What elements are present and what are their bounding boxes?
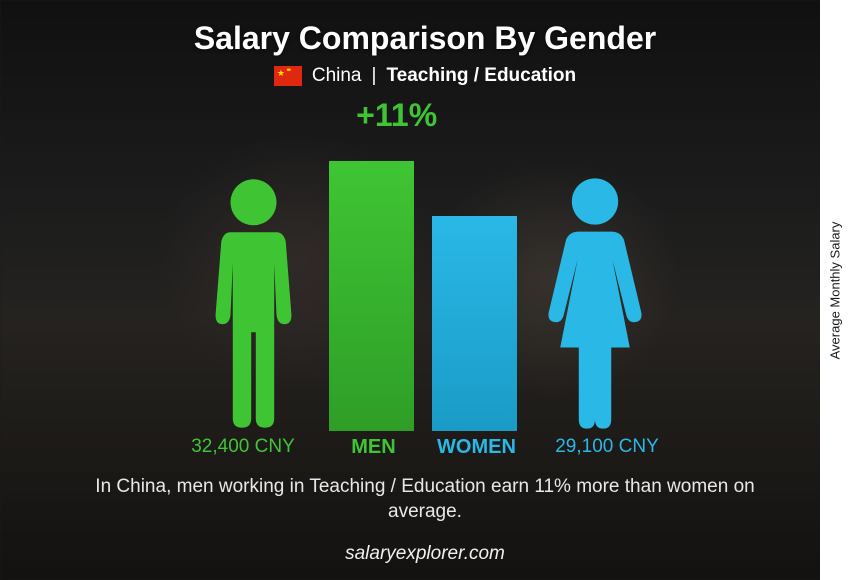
- bar-group: [329, 161, 517, 431]
- men-bar: [329, 161, 414, 431]
- women-bar: [432, 216, 517, 431]
- page-title: Salary Comparison By Gender: [194, 20, 656, 57]
- separator: |: [372, 65, 377, 87]
- china-flag-icon: [274, 66, 302, 86]
- main-container: Salary Comparison By Gender China | Teac…: [0, 0, 850, 580]
- country-label: China: [312, 65, 362, 87]
- footer-url: salaryexplorer.com: [345, 543, 505, 565]
- subtitle-row: China | Teaching / Education: [274, 65, 576, 87]
- chart-area: +11%: [196, 102, 655, 466]
- man-icon: [196, 176, 311, 431]
- women-figure: [535, 176, 655, 431]
- percentage-difference: +11%: [356, 97, 437, 134]
- description-text: In China, men working in Teaching / Educ…: [65, 474, 785, 525]
- category-label: Teaching / Education: [386, 65, 576, 87]
- men-figure: [196, 176, 311, 431]
- woman-icon: [535, 176, 655, 431]
